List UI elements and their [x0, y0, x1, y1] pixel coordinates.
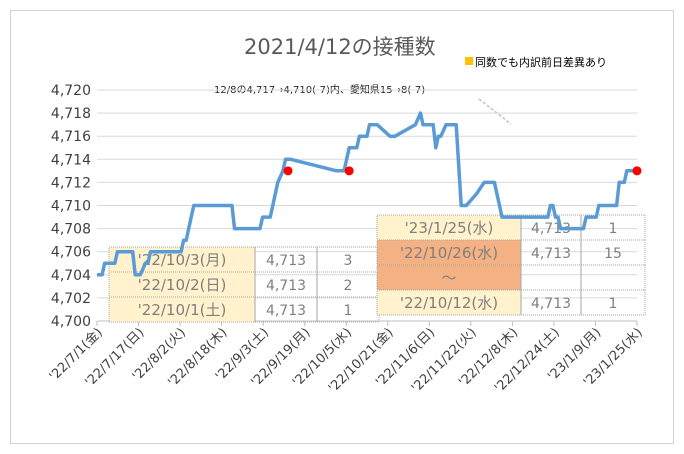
- table-cell-text: '22/10/3(月): [138, 251, 227, 269]
- table-cell-text: 4,713: [266, 303, 306, 319]
- table-cell: [520, 264, 582, 291]
- table-cell-text: 1: [609, 296, 618, 312]
- table-cell-text: 4,713: [531, 296, 571, 312]
- table-cell: [376, 214, 522, 241]
- table-cell: [254, 296, 318, 323]
- table-cell-text: '22/10/2(日): [138, 276, 227, 294]
- table-cell-text: 15: [604, 246, 622, 262]
- table-cell-text: '22/10/1(土): [138, 301, 227, 319]
- series-line: [97, 111, 637, 277]
- marker-layer: [283, 166, 642, 176]
- table-cell: [108, 296, 256, 323]
- table-cell: [580, 264, 646, 291]
- y-axis-ticks: 4,700 4,702 4,704 4,706 4,708 4,710 4,712 4,714…: [51, 83, 91, 330]
- table-cell-text: 1: [609, 221, 618, 237]
- table-cell-text: 4,713: [266, 253, 306, 269]
- line-chart: 2021/4/12の接種数 同数でも内訳前日差異あり 12/8の4,717→4,…: [46, 35, 646, 396]
- y-tick-label: 4,704: [51, 268, 91, 284]
- table-cell-text: 2: [344, 278, 353, 294]
- legend-label: 同数でも内訳前日差異あり: [475, 55, 607, 69]
- y-tick-label: 4,702: [51, 291, 91, 307]
- table-cell-text: ～: [441, 269, 456, 287]
- y-tick-label: 4,700: [51, 314, 91, 330]
- annotation-leader: [478, 98, 512, 125]
- x-axis-ticks: '22/7/1(金)'22/7/17(日)'22/8/2(火)'22/8/18(…: [46, 321, 646, 396]
- y-tick-label: 4,716: [51, 129, 91, 145]
- series-layer: [97, 111, 637, 277]
- table-cell: [376, 289, 522, 316]
- y-tick-label: 4,718: [51, 106, 91, 122]
- chart-frame: 2021/4/12の接種数 同数でも内訳前日差異あり 12/8の4,717→4,…: [10, 10, 674, 444]
- y-tick-label: 4,708: [51, 222, 91, 238]
- table-cell-text: '23/1/25(水): [405, 219, 494, 237]
- table-cell-text: '22/10/26(水): [400, 244, 498, 262]
- table-cell-text: 4,713: [531, 246, 571, 262]
- y-tick-label: 4,712: [51, 175, 91, 191]
- table-cell: [108, 271, 256, 298]
- chart-title: 2021/4/12の接種数: [244, 35, 436, 59]
- data-point-marker: [283, 166, 293, 176]
- table-cell-text: 1: [344, 303, 353, 319]
- y-tick-label: 4,720: [51, 83, 91, 99]
- table-cell: [520, 289, 582, 316]
- data-point-marker: [632, 166, 642, 176]
- table-cell: [580, 289, 646, 316]
- legend-swatch: [465, 57, 473, 65]
- data-point-marker: [344, 166, 354, 176]
- y-tick-label: 4,714: [51, 152, 91, 168]
- table-cell-text: 3: [344, 253, 353, 269]
- table-cell-text: '22/10/12(水): [400, 294, 498, 312]
- table-cell-text: 4,713: [266, 278, 306, 294]
- y-tick-label: 4,710: [51, 199, 91, 215]
- y-tick-label: 4,706: [51, 245, 91, 261]
